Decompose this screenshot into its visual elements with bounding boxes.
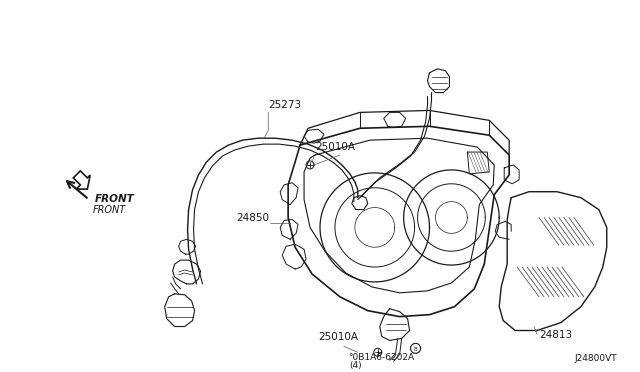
Text: FRONT: FRONT xyxy=(93,205,126,215)
Text: 24813: 24813 xyxy=(539,330,572,340)
Text: FRONT: FRONT xyxy=(95,194,135,204)
Text: J24800VT: J24800VT xyxy=(574,354,617,363)
Text: 25010A: 25010A xyxy=(318,333,358,342)
Text: °0B1A6-6202A: °0B1A6-6202A xyxy=(348,353,414,362)
Text: 24850: 24850 xyxy=(236,214,269,224)
Text: 25010A: 25010A xyxy=(315,142,355,152)
Text: B: B xyxy=(414,347,417,352)
Text: 25273: 25273 xyxy=(268,100,301,110)
Text: (4): (4) xyxy=(349,361,362,370)
